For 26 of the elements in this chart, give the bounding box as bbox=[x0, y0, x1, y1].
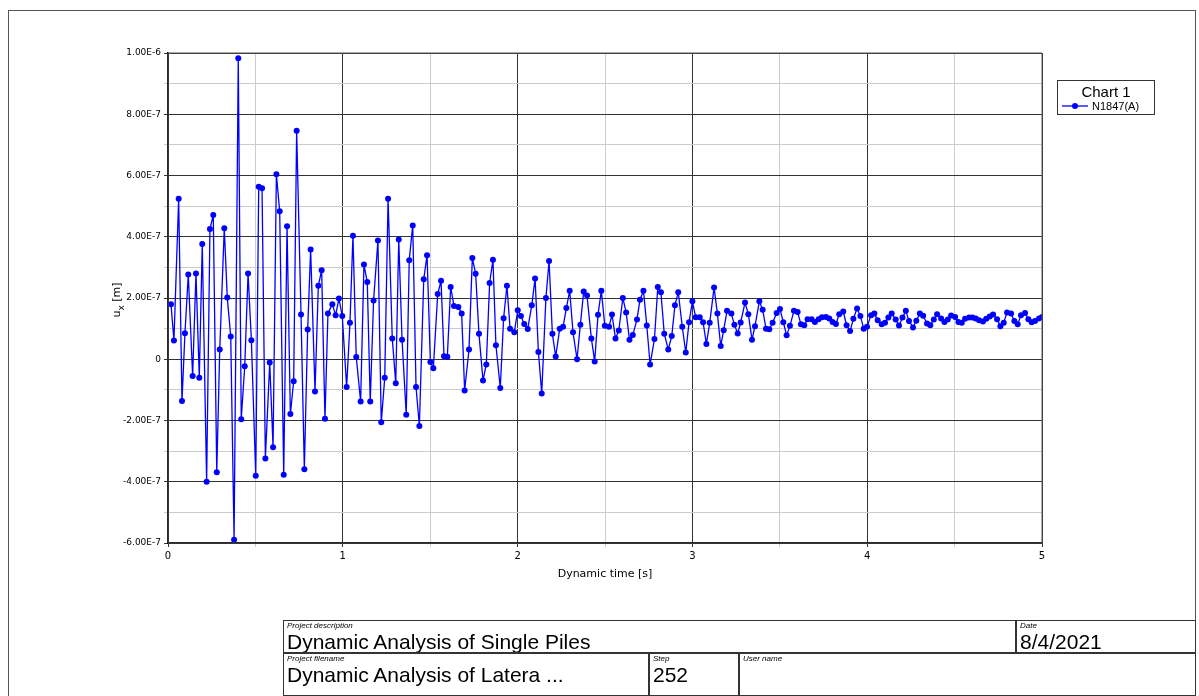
text: User name bbox=[743, 654, 784, 663]
y-tick-label: 1.00E-6 bbox=[126, 47, 162, 58]
x-tick-label: 3 bbox=[689, 549, 696, 561]
x-tick-label: 4 bbox=[864, 549, 871, 561]
y-tick-label: 8.00E-7 bbox=[126, 108, 161, 119]
x-tick-label: 0 bbox=[164, 549, 172, 561]
y-tick-label: 6.00E-7 bbox=[126, 169, 161, 180]
x-tick-label: 2 bbox=[514, 549, 521, 561]
y-tick-label: 0 bbox=[155, 353, 162, 364]
text: Dynamic Analysis of Latera ... bbox=[287, 663, 565, 687]
x-tick-label: 1 bbox=[339, 549, 346, 561]
text: Project filename bbox=[287, 654, 346, 663]
y-tick-label: 4.00E-7 bbox=[126, 231, 161, 242]
y-tick-label: 2.00E-7 bbox=[126, 292, 161, 303]
text: 8/4/2021 bbox=[1020, 630, 1103, 654]
y-tick-label: -6.00E-7 bbox=[123, 537, 161, 548]
legend-title: Chart 1 bbox=[1080, 83, 1132, 100]
x-axis-title: Dynamic time [s] bbox=[557, 567, 653, 581]
legend-label: N1847(A) bbox=[1092, 100, 1140, 112]
text: Project description bbox=[287, 621, 354, 630]
y-tick-label: -2.00E-7 bbox=[123, 414, 161, 425]
text: Step bbox=[653, 654, 671, 663]
text: 252 bbox=[653, 663, 690, 687]
text: Date bbox=[1020, 621, 1038, 630]
x-tick-label: 5 bbox=[1038, 549, 1046, 561]
y-tick-label: -4.00E-7 bbox=[123, 476, 161, 487]
